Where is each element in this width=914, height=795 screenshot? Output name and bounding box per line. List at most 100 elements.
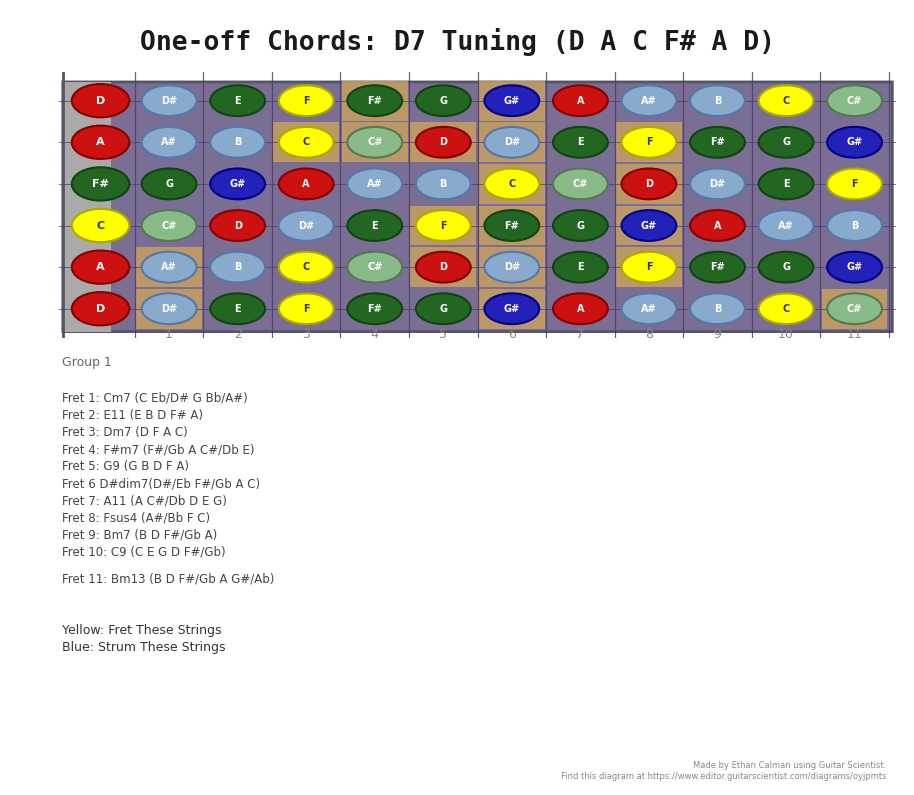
Ellipse shape xyxy=(210,127,265,157)
Text: Fret 10: C9 (C E G D F#/Gb): Fret 10: C9 (C E G D F#/Gb) xyxy=(62,546,226,559)
Ellipse shape xyxy=(553,210,608,241)
Text: B: B xyxy=(714,304,721,314)
Ellipse shape xyxy=(142,85,197,116)
Ellipse shape xyxy=(553,127,608,157)
Ellipse shape xyxy=(690,293,745,324)
Bar xyxy=(479,81,545,121)
Bar xyxy=(479,206,545,246)
Text: D#: D# xyxy=(161,95,177,106)
Ellipse shape xyxy=(416,252,471,282)
Ellipse shape xyxy=(759,85,813,116)
Text: A#: A# xyxy=(641,304,657,314)
Ellipse shape xyxy=(827,252,882,282)
Text: E: E xyxy=(234,304,241,314)
Text: 9: 9 xyxy=(714,328,721,341)
Text: Fret 7: A11 (A C#/Db D E G): Fret 7: A11 (A C#/Db D E G) xyxy=(62,494,227,507)
Ellipse shape xyxy=(759,127,813,157)
Ellipse shape xyxy=(210,210,265,241)
Text: B: B xyxy=(440,179,447,189)
Ellipse shape xyxy=(484,85,539,116)
Text: G#: G# xyxy=(504,304,520,314)
Ellipse shape xyxy=(690,169,745,200)
Bar xyxy=(479,247,545,287)
Text: 1: 1 xyxy=(165,328,173,341)
Text: C#: C# xyxy=(847,95,862,106)
Text: B: B xyxy=(234,262,241,272)
FancyBboxPatch shape xyxy=(63,82,892,332)
Ellipse shape xyxy=(759,293,813,324)
Text: C#: C# xyxy=(573,179,588,189)
Ellipse shape xyxy=(142,252,197,282)
Text: C#: C# xyxy=(367,138,382,147)
Text: F: F xyxy=(440,220,447,231)
Text: Fret 3: Dm7 (D F A C): Fret 3: Dm7 (D F A C) xyxy=(62,426,188,439)
Text: G#: G# xyxy=(846,138,863,147)
Ellipse shape xyxy=(142,169,197,200)
Text: Fret 8: Fsus4 (A#/Bb F C): Fret 8: Fsus4 (A#/Bb F C) xyxy=(62,512,210,525)
Ellipse shape xyxy=(142,210,197,241)
Text: 2: 2 xyxy=(234,328,241,341)
Text: G#: G# xyxy=(229,179,246,189)
Text: E: E xyxy=(371,220,378,231)
Ellipse shape xyxy=(827,169,882,200)
Text: Fret 1: Cm7 (C Eb/D# G Bb/A#): Fret 1: Cm7 (C Eb/D# G Bb/A#) xyxy=(62,392,248,405)
Ellipse shape xyxy=(72,84,130,118)
Text: Fret 2: E11 (E B D F# A): Fret 2: E11 (E B D F# A) xyxy=(62,409,203,422)
Ellipse shape xyxy=(279,252,334,282)
Text: E: E xyxy=(234,95,241,106)
Ellipse shape xyxy=(279,127,334,157)
Ellipse shape xyxy=(416,85,471,116)
Ellipse shape xyxy=(279,210,334,241)
Ellipse shape xyxy=(347,127,402,157)
Text: Fret 5: G9 (G B D F A): Fret 5: G9 (G B D F A) xyxy=(62,460,189,473)
Ellipse shape xyxy=(484,252,539,282)
Text: 5: 5 xyxy=(440,328,447,341)
Ellipse shape xyxy=(416,293,471,324)
Text: C#: C# xyxy=(847,304,862,314)
Text: F: F xyxy=(303,95,310,106)
Ellipse shape xyxy=(690,127,745,157)
Text: D: D xyxy=(440,262,447,272)
Ellipse shape xyxy=(690,85,745,116)
Ellipse shape xyxy=(759,252,813,282)
Text: A: A xyxy=(96,138,105,147)
Text: E: E xyxy=(577,138,584,147)
Bar xyxy=(342,122,408,162)
Bar xyxy=(410,122,476,162)
Ellipse shape xyxy=(484,210,539,241)
Bar xyxy=(616,164,682,204)
Ellipse shape xyxy=(690,210,745,241)
Ellipse shape xyxy=(347,210,402,241)
Bar xyxy=(479,164,545,204)
Ellipse shape xyxy=(279,293,334,324)
Text: A: A xyxy=(577,95,584,106)
Ellipse shape xyxy=(622,85,676,116)
Ellipse shape xyxy=(72,209,130,242)
Ellipse shape xyxy=(622,127,676,157)
Text: F#: F# xyxy=(367,95,382,106)
Text: D#: D# xyxy=(504,138,520,147)
Text: F#: F# xyxy=(367,304,382,314)
Ellipse shape xyxy=(759,169,813,200)
Text: F: F xyxy=(645,262,653,272)
Ellipse shape xyxy=(72,126,130,159)
Ellipse shape xyxy=(72,167,130,200)
Text: C: C xyxy=(782,304,790,314)
Text: G: G xyxy=(440,304,447,314)
Text: E: E xyxy=(577,262,584,272)
Text: D: D xyxy=(96,95,105,106)
Text: A: A xyxy=(96,262,105,272)
Ellipse shape xyxy=(827,127,882,157)
Text: C: C xyxy=(508,179,515,189)
Ellipse shape xyxy=(690,252,745,282)
Ellipse shape xyxy=(484,293,539,324)
Text: D: D xyxy=(645,179,653,189)
Text: Yellow: Fret These Strings: Yellow: Fret These Strings xyxy=(62,623,222,637)
Text: F#: F# xyxy=(505,220,519,231)
Text: 6: 6 xyxy=(508,328,515,341)
Ellipse shape xyxy=(553,293,608,324)
Ellipse shape xyxy=(347,85,402,116)
Text: F: F xyxy=(851,179,858,189)
Text: A: A xyxy=(303,179,310,189)
Text: D#: D# xyxy=(504,262,520,272)
